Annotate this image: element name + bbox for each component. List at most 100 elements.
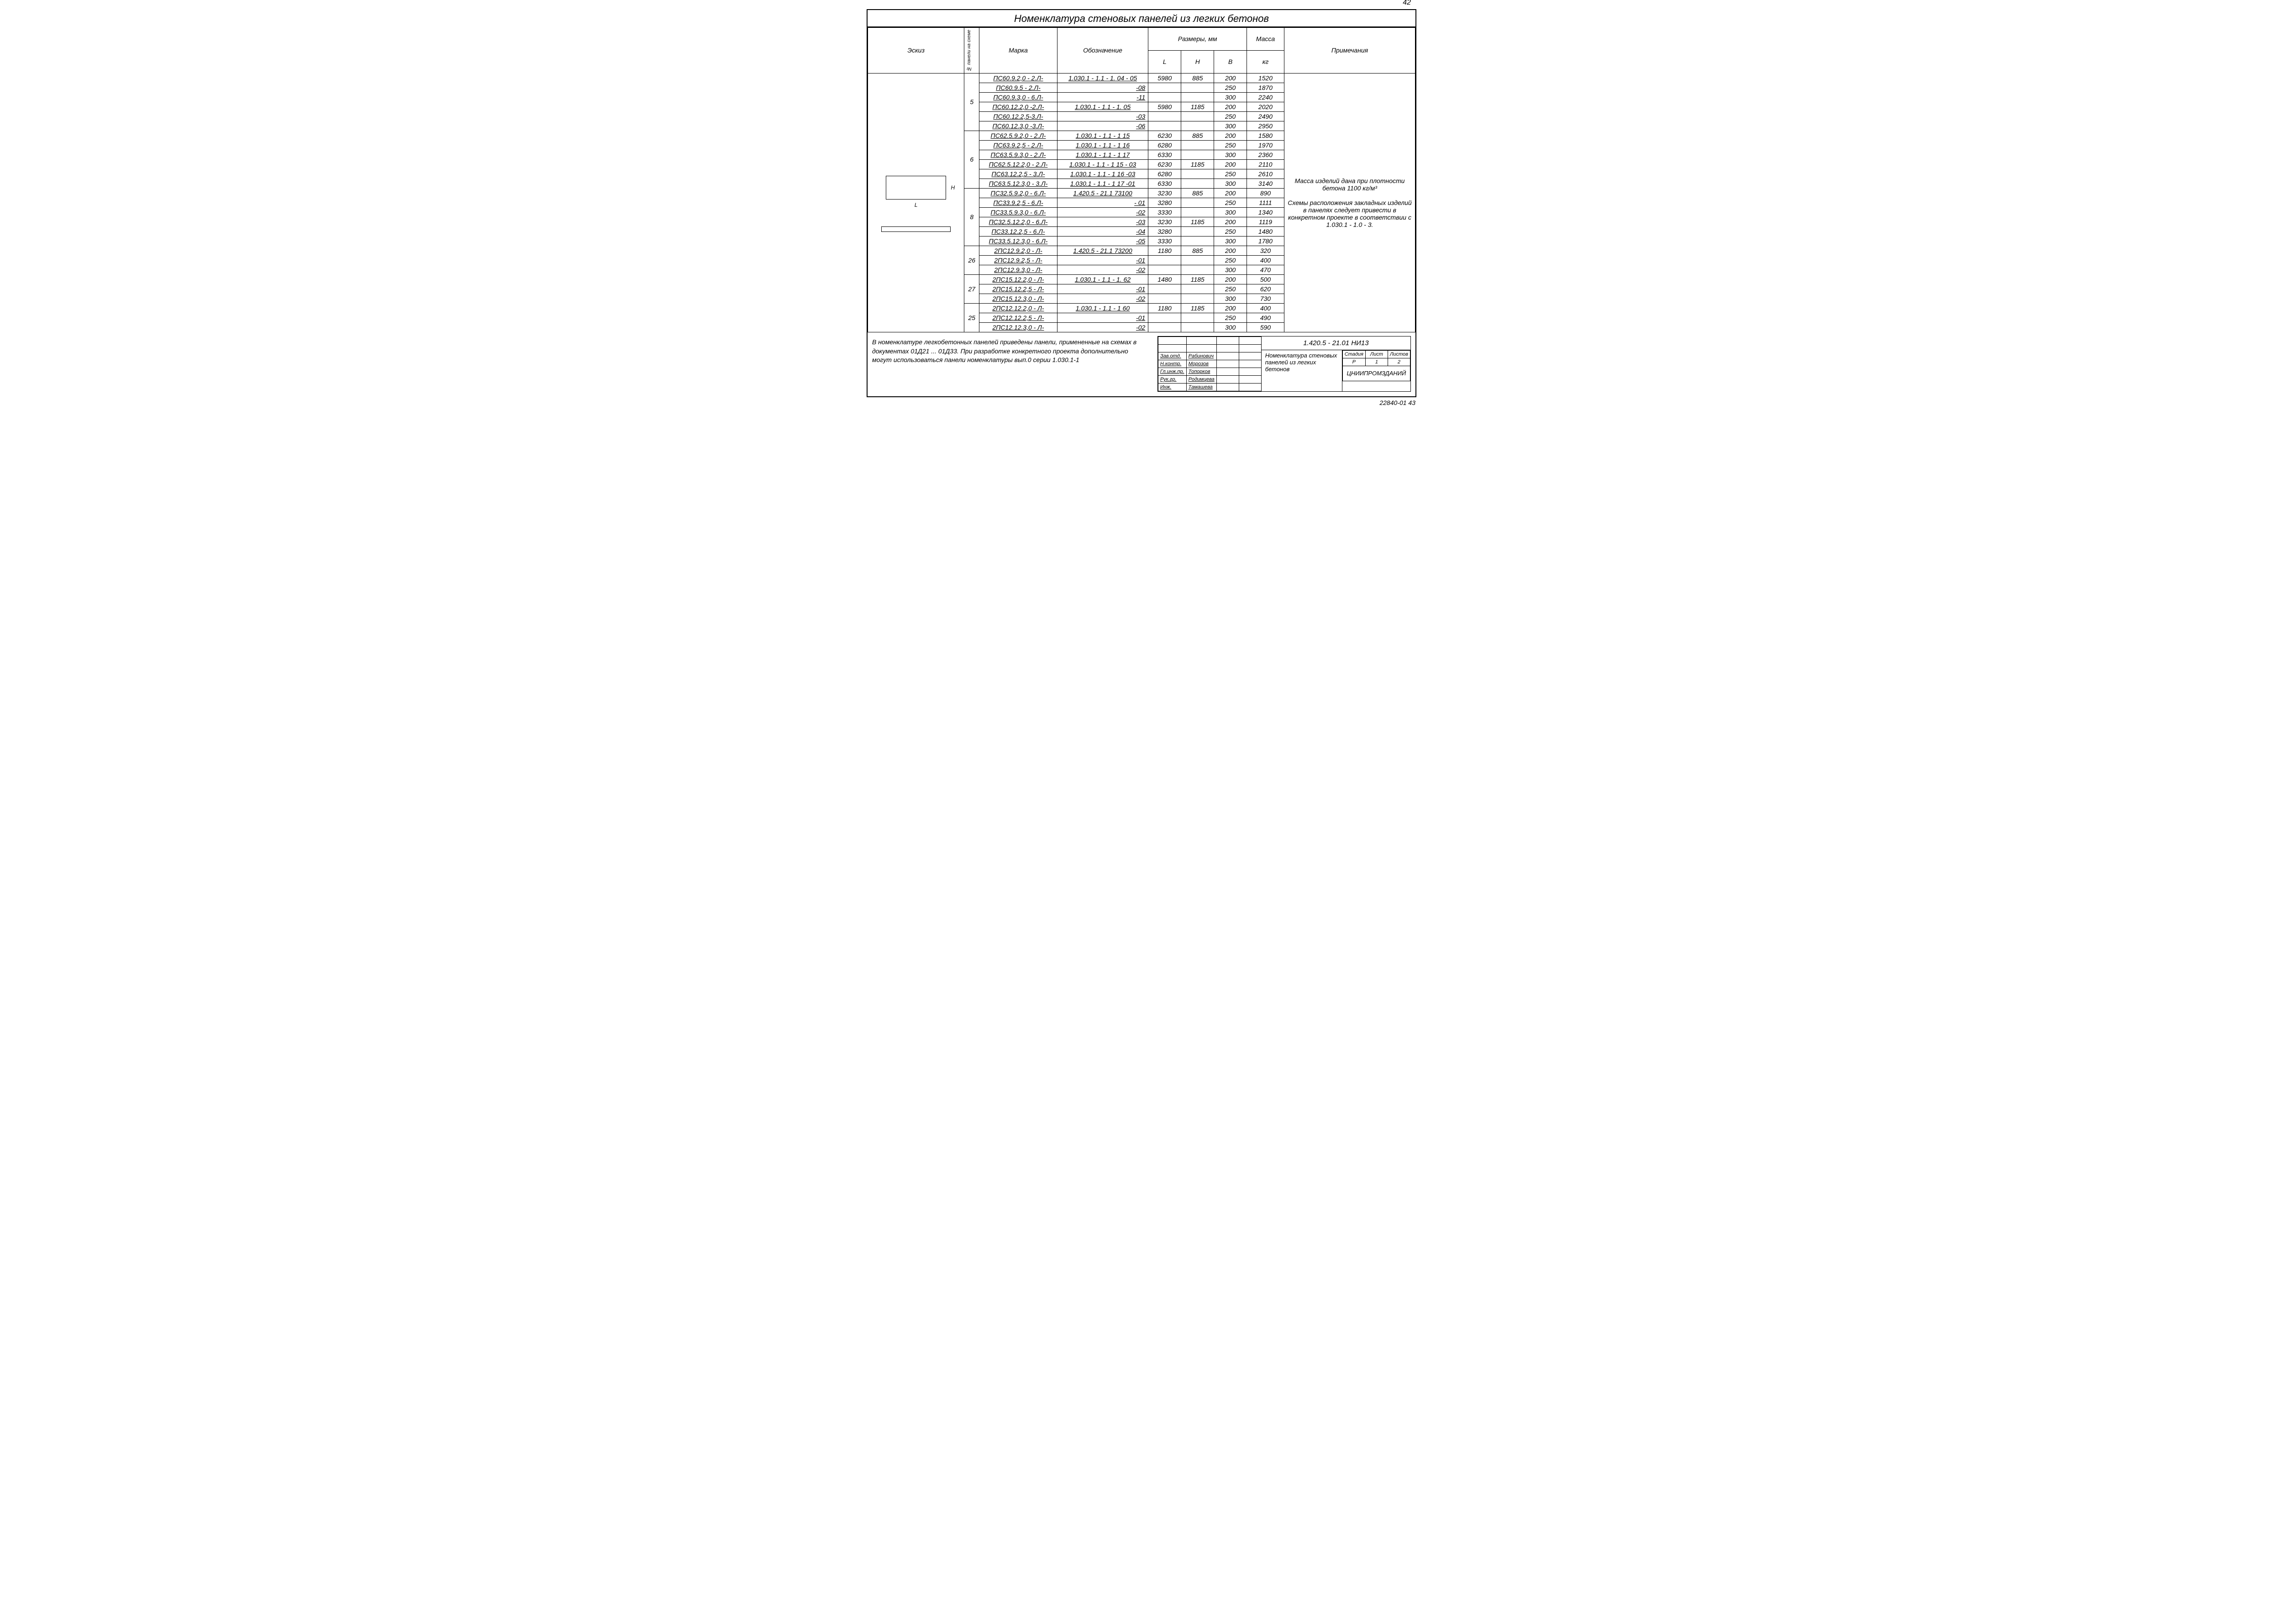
cell-mass: 590 xyxy=(1247,322,1284,332)
cell-mark: ПС33.5.12.3,0 - 6.Л- xyxy=(979,236,1057,246)
cell-desig: -01 xyxy=(1057,255,1148,265)
cell-B: 250 xyxy=(1214,226,1247,236)
cell-mark: ПС60.9.3,0 - 6.Л- xyxy=(979,92,1057,102)
cell-mass: 890 xyxy=(1247,188,1284,198)
cell-mark: 2ПС15.12.2,0 - Л- xyxy=(979,274,1057,284)
cell-desig: -03 xyxy=(1057,111,1148,121)
role-label: Рук.гр. xyxy=(1158,375,1186,383)
cell-L: 3330 xyxy=(1148,207,1181,217)
cell-mark: ПС60.9.5 - 2.Л- xyxy=(979,83,1057,92)
cell-mass: 1870 xyxy=(1247,83,1284,92)
cell-L: 6280 xyxy=(1148,169,1181,179)
cell-H: 885 xyxy=(1181,188,1214,198)
th-mass: Масса xyxy=(1247,28,1284,51)
cell-L xyxy=(1148,294,1181,303)
cell-mark: 2ПС12.12.2,0 - Л- xyxy=(979,303,1057,313)
role-name: Тамашева xyxy=(1186,383,1216,391)
cell-desig: -03 xyxy=(1057,217,1148,226)
cell-L: 3230 xyxy=(1148,188,1181,198)
date-cell xyxy=(1239,352,1261,360)
cell-mass: 320 xyxy=(1247,246,1284,255)
cell-mass: 620 xyxy=(1247,284,1284,294)
cell-H xyxy=(1181,140,1214,150)
cell-mark: ПС62.5.12.2,0 - 2.Л- xyxy=(979,159,1057,169)
cell-mark: ПС62.5.9.2,0 - 2.Л- xyxy=(979,131,1057,140)
cell-mass: 2950 xyxy=(1247,121,1284,131)
cell-L: 6330 xyxy=(1148,150,1181,159)
role-name: Рабинович xyxy=(1186,352,1216,360)
cell-L: 3230 xyxy=(1148,217,1181,226)
bottom-note: В номенклатуре легкобетонных панелей при… xyxy=(872,336,1148,392)
cell-B: 250 xyxy=(1214,83,1247,92)
cell-mark: ПС32.5.12.2,0 - 6.Л- xyxy=(979,217,1057,226)
cell-B: 300 xyxy=(1214,265,1247,274)
cell-desig: 1.030.1 - 1.1 - 1 15 - 03 xyxy=(1057,159,1148,169)
cell-H xyxy=(1181,207,1214,217)
signature-row: Н.контр.Морозов xyxy=(1158,360,1261,368)
cell-desig: 1.420.5 - 21.1 73200 xyxy=(1057,246,1148,255)
cell-desig: 1.030.1 - 1.1 - 1. 04 - 05 xyxy=(1057,73,1148,83)
cell-mass: 1340 xyxy=(1247,207,1284,217)
scheme-number: 25 xyxy=(964,303,979,332)
cell-L xyxy=(1148,92,1181,102)
th-note: Примечания xyxy=(1284,28,1415,74)
role-label: Н.контр. xyxy=(1158,360,1186,368)
cell-mass: 2110 xyxy=(1247,159,1284,169)
cell-L xyxy=(1148,284,1181,294)
cell-H: 885 xyxy=(1181,73,1214,83)
th-B: B xyxy=(1214,50,1247,73)
cell-mass: 500 xyxy=(1247,274,1284,284)
page-number-top: 42 xyxy=(1403,0,1411,7)
cell-mark: 2ПС12.9.2,0 - Л- xyxy=(979,246,1057,255)
cell-L: 6230 xyxy=(1148,159,1181,169)
cell-mark: 2ПС12.9.3,0 - Л- xyxy=(979,265,1057,274)
cell-H xyxy=(1181,322,1214,332)
cell-mass: 490 xyxy=(1247,313,1284,322)
cell-mark: ПС63.12.2,5 - 3.Л- xyxy=(979,169,1057,179)
cell-H xyxy=(1181,121,1214,131)
cell-B: 300 xyxy=(1214,92,1247,102)
role-label: Зав.отд. xyxy=(1158,352,1186,360)
cell-B: 200 xyxy=(1214,188,1247,198)
cell-mark: ПС60.12.2,5-3.Л- xyxy=(979,111,1057,121)
signature-row: Зав.отд.Рабинович xyxy=(1158,352,1261,360)
cell-desig: -08 xyxy=(1057,83,1148,92)
cell-mark: ПС63.9.2,5 - 2.Л- xyxy=(979,140,1057,150)
th-mass-unit: кг xyxy=(1247,50,1284,73)
cell-L: 5980 xyxy=(1148,73,1181,83)
cell-B: 200 xyxy=(1214,159,1247,169)
scheme-number: 5 xyxy=(964,73,979,131)
sketch-rect: H xyxy=(886,176,946,200)
bottom-area: В номенклатуре легкобетонных панелей при… xyxy=(868,332,1415,392)
sign-cell xyxy=(1216,360,1239,368)
cell-desig: -02 xyxy=(1057,207,1148,217)
cell-H xyxy=(1181,284,1214,294)
cell-mark: 2ПС12.9.2,5 - Л- xyxy=(979,255,1057,265)
cell-L: 1480 xyxy=(1148,274,1181,284)
cell-L xyxy=(1148,121,1181,131)
th-H: H xyxy=(1181,50,1214,73)
cell-mass: 2360 xyxy=(1247,150,1284,159)
cell-mass: 1480 xyxy=(1247,226,1284,236)
nomenclature-table: Эскиз № панели на схеме Марка Обозначени… xyxy=(868,27,1415,332)
cell-desig: 1.420.5 - 21.1 73100 xyxy=(1057,188,1148,198)
cell-H: 1185 xyxy=(1181,217,1214,226)
cell-mark: ПС60.12.2,0 -2.Л- xyxy=(979,102,1057,111)
th-sketch: Эскиз xyxy=(868,28,964,74)
cell-mark: ПС33.9.2,5 - 6.Л- xyxy=(979,198,1057,207)
cell-desig: 1.030.1 - 1.1 - 1 60 xyxy=(1057,303,1148,313)
th-L: L xyxy=(1148,50,1181,73)
cell-desig: -05 xyxy=(1057,236,1148,246)
cell-desig: 1.030.1 - 1.1 - 1 17 xyxy=(1057,150,1148,159)
cell-mark: 2ПС12.12.3,0 - Л- xyxy=(979,322,1057,332)
cell-H: 885 xyxy=(1181,131,1214,140)
cell-H xyxy=(1181,236,1214,246)
cell-mass: 1970 xyxy=(1247,140,1284,150)
cell-mark: ПС63.5.9.3,0 - 2.Л- xyxy=(979,150,1057,159)
cell-desig: -01 xyxy=(1057,313,1148,322)
cell-B: 250 xyxy=(1214,284,1247,294)
cell-L xyxy=(1148,111,1181,121)
cell-mark: ПС60.12.3,0 -3.Л- xyxy=(979,121,1057,131)
cell-L xyxy=(1148,322,1181,332)
title-block: Зав.отд.РабиновичН.контр.МорозовГл.инж.п… xyxy=(1157,336,1411,392)
